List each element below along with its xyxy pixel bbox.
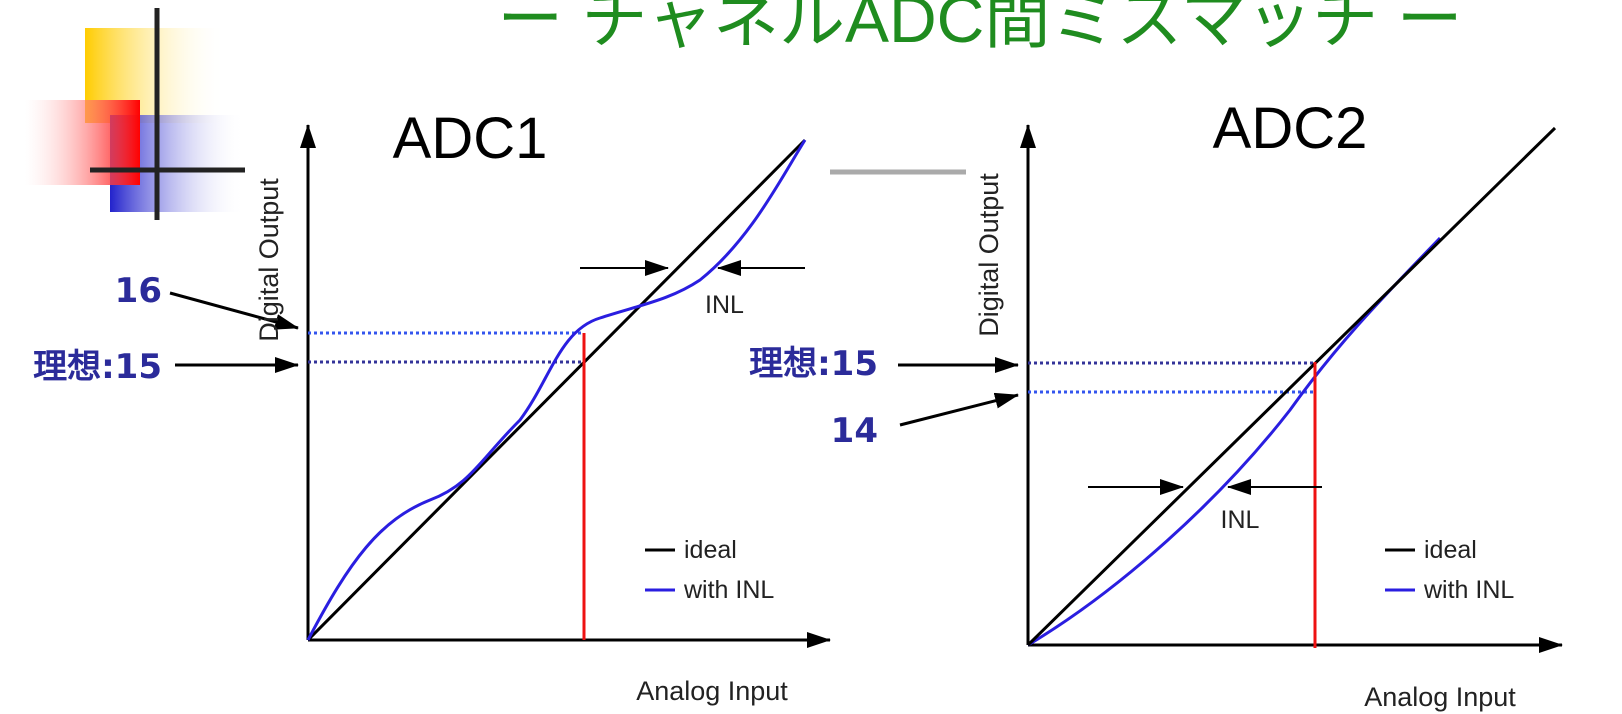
adc1-diagram — [169, 124, 831, 648]
slide-title: ー チャネルADC間ミスマッチ ー — [497, 0, 1462, 56]
annotation: 理想:15 — [749, 344, 878, 384]
adc2-diagram — [898, 124, 1563, 653]
panel-title: ADC1 — [393, 106, 548, 171]
legend-label: ideal — [684, 536, 737, 564]
x-axis-label: Analog Input — [1364, 682, 1516, 712]
inl-label: INL — [1221, 506, 1260, 534]
y-axis-label: Digital Output — [974, 173, 1004, 337]
decoration — [25, 8, 966, 220]
annotation: 理想:15 — [33, 347, 162, 387]
annotation: 16 — [115, 271, 162, 311]
annotation: 14 — [831, 411, 878, 451]
panel-title: ADC2 — [1213, 96, 1368, 161]
legend-label: with INL — [1423, 576, 1514, 604]
inl-label: INL — [705, 291, 744, 319]
legend-label: with INL — [683, 576, 774, 604]
y-axis-label: Digital Output — [254, 178, 284, 342]
legend-label: ideal — [1424, 536, 1477, 564]
x-axis-label: Analog Input — [636, 676, 788, 706]
